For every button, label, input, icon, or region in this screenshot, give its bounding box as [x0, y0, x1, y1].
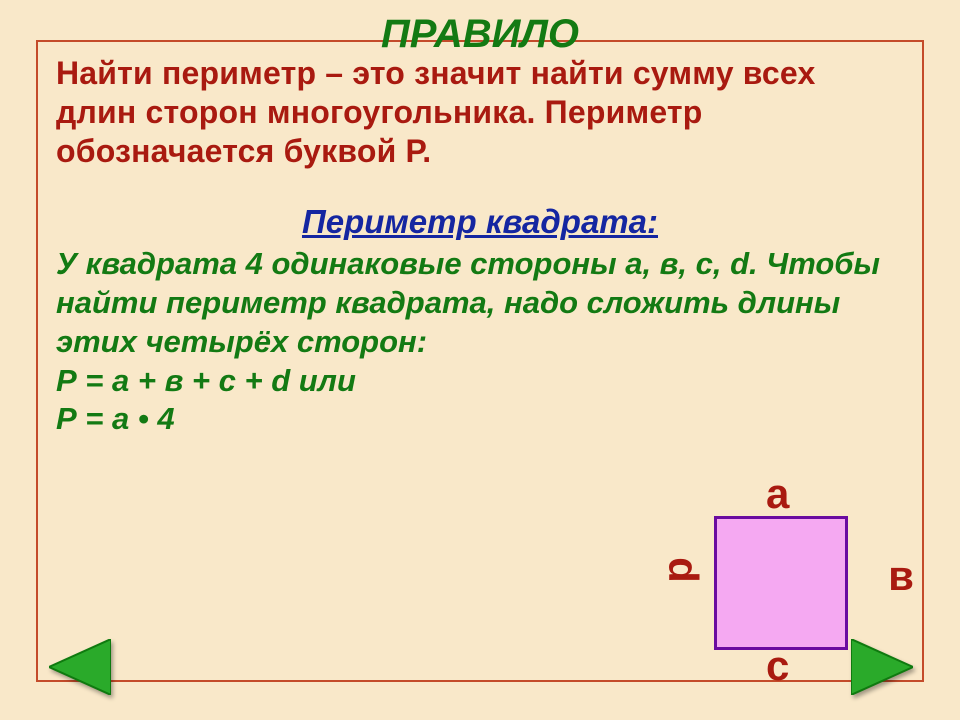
side-label-c: с: [766, 642, 789, 690]
formula-product: Р = а • 4: [56, 401, 904, 437]
side-label-a: а: [766, 470, 789, 518]
rule-definition: Найти периметр – это значит найти сумму …: [56, 54, 904, 171]
arrow-left-icon: [49, 639, 111, 695]
slide-title: ПРАВИЛО: [56, 14, 904, 54]
square-explanation: У квадрата 4 одинаковые стороны а, в, с,…: [56, 245, 904, 361]
formula-sum: Р = а + в + с + d или: [56, 363, 904, 399]
next-button[interactable]: [848, 636, 916, 698]
side-label-d: d: [659, 557, 707, 583]
subtitle: Периметр квадрата:: [56, 203, 904, 241]
arrow-right-icon: [851, 639, 913, 695]
prev-button[interactable]: [46, 636, 114, 698]
square-shape: [714, 516, 848, 650]
slide-content: ПРАВИЛО Найти периметр – это значит найт…: [56, 14, 904, 439]
side-label-b: в: [888, 552, 914, 600]
